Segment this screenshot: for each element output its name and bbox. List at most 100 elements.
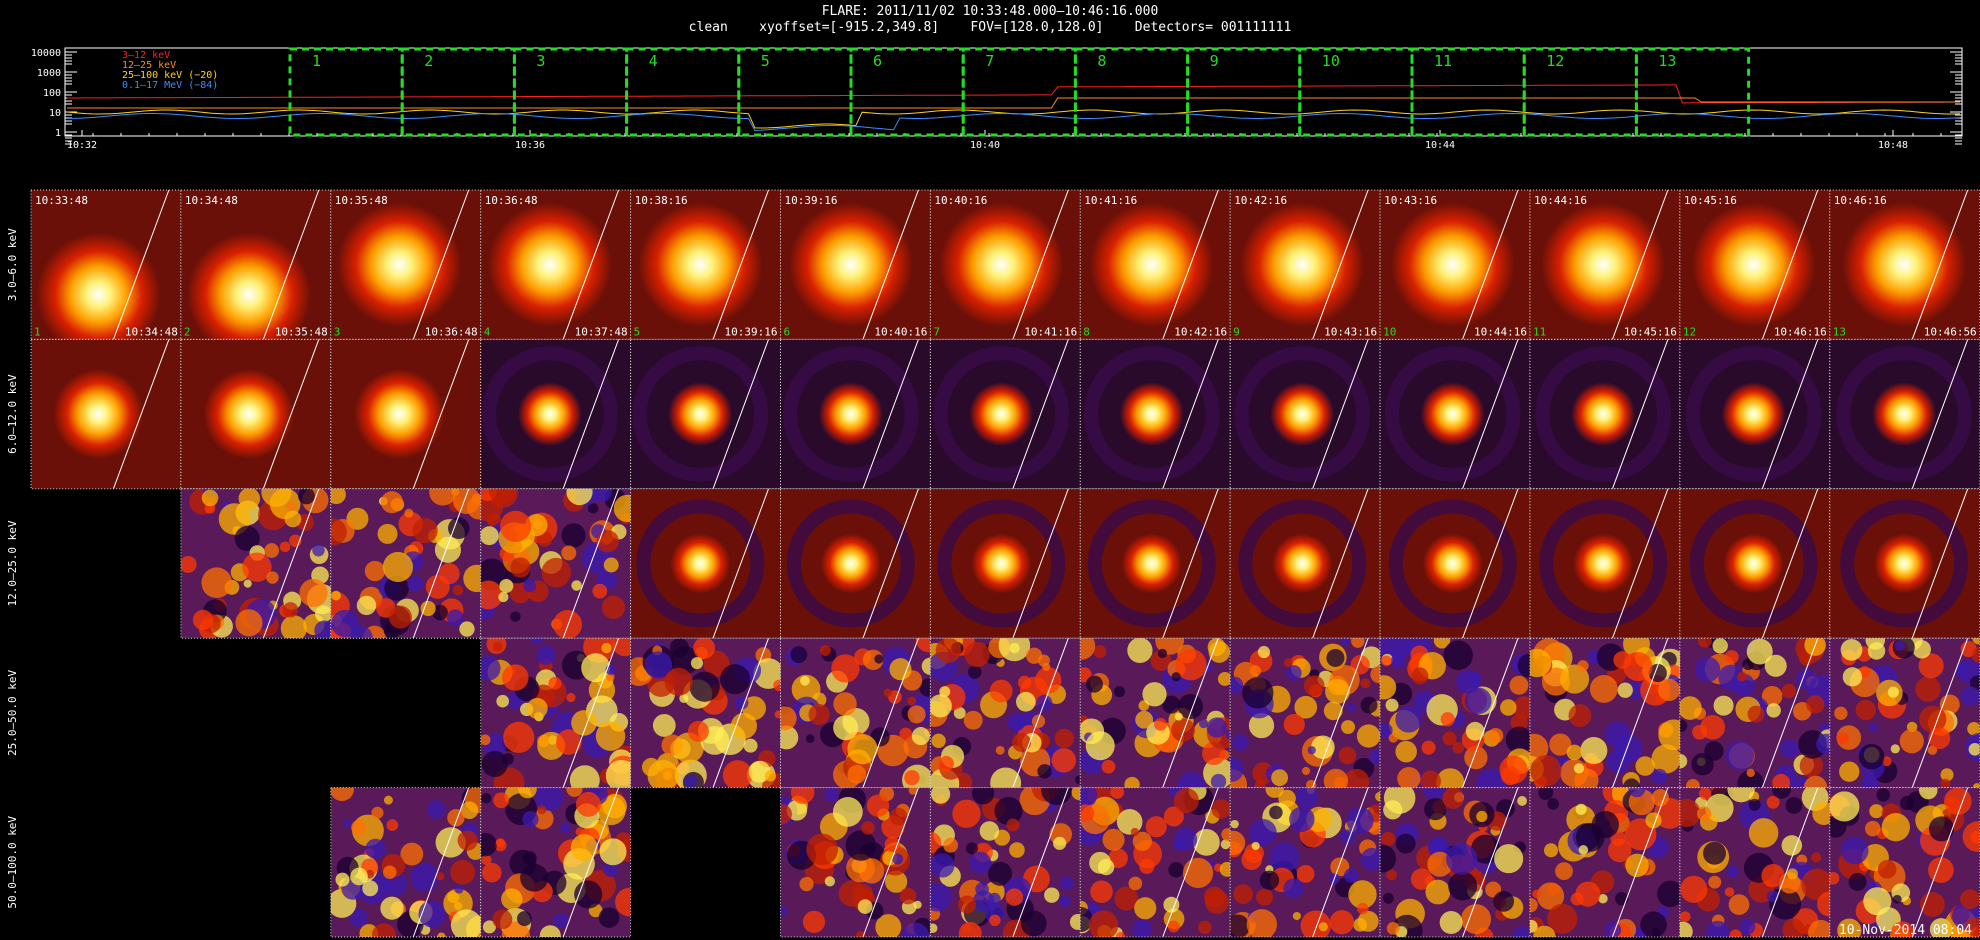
noise-blob xyxy=(330,488,346,505)
image-panel xyxy=(1679,787,1831,938)
noise-blob xyxy=(1142,682,1167,707)
image-panel xyxy=(929,637,1081,789)
noise-blob xyxy=(930,694,952,718)
noise-blob xyxy=(412,518,438,544)
noise-blob xyxy=(1837,918,1862,937)
source-emission xyxy=(1541,202,1666,327)
solar-limb-line xyxy=(712,190,769,340)
noise-blob xyxy=(343,819,352,828)
panel-content xyxy=(180,488,331,639)
noise-blob xyxy=(968,851,992,875)
noise-blob xyxy=(1114,886,1139,911)
noise-blob xyxy=(450,909,481,937)
panel-content xyxy=(630,638,781,788)
panel-index: 12 xyxy=(1683,325,1696,338)
noise-blob xyxy=(1162,695,1181,714)
noise-blob xyxy=(1940,778,1951,788)
noise-blob xyxy=(1390,653,1407,669)
interval-label: 6 xyxy=(873,52,882,70)
image-panel: 10:46:16 10:46:56 13 xyxy=(1829,189,1980,340)
panel-content xyxy=(1080,638,1231,788)
noise-blob xyxy=(1635,756,1655,776)
solar-limb-line xyxy=(862,339,919,489)
noise-blob xyxy=(1210,773,1227,788)
panel-index: 6 xyxy=(784,325,791,338)
noise-blob xyxy=(596,530,619,553)
solar-limb-line xyxy=(1462,190,1519,340)
panel-end-time: 10:41:16 xyxy=(1024,325,1077,338)
noise-blob xyxy=(452,584,464,596)
noise-blob xyxy=(1461,904,1492,935)
noise-blob xyxy=(556,729,582,755)
noise-blob xyxy=(1912,640,1931,659)
solar-limb-line xyxy=(1911,638,1969,788)
noise-blob xyxy=(1368,749,1381,765)
noise-blob xyxy=(938,755,954,772)
noise-blob xyxy=(1436,768,1465,788)
noise-blob xyxy=(548,676,562,690)
noise-blob xyxy=(1177,771,1206,788)
noise-blob xyxy=(1817,891,1830,917)
noise-blob xyxy=(930,831,942,854)
noise-blob xyxy=(1351,638,1365,648)
noise-blob xyxy=(990,767,1022,788)
interval-box xyxy=(1073,47,1190,137)
interval-label: 7 xyxy=(985,52,994,70)
noise-blob xyxy=(1691,753,1714,776)
panel-start-time: 10:39:16 xyxy=(785,194,838,207)
noise-blob xyxy=(481,854,492,866)
noise-blob xyxy=(383,795,393,805)
noise-blob xyxy=(1395,833,1416,854)
noise-blob xyxy=(1395,706,1422,733)
noise-blob xyxy=(1248,712,1275,739)
source-emission xyxy=(1422,533,1483,594)
noise-blob xyxy=(1265,787,1284,798)
noise-blob xyxy=(1422,787,1446,801)
legend-entry: 12–25 keV xyxy=(122,60,176,71)
noise-blob xyxy=(1385,698,1399,712)
noise-blob xyxy=(1425,879,1451,905)
noise-blob xyxy=(921,657,931,675)
solar-limb-line xyxy=(1312,488,1369,639)
image-panel xyxy=(480,637,632,789)
noise-blob xyxy=(495,838,505,848)
noise-blob xyxy=(1080,638,1096,660)
noise-blob xyxy=(1420,770,1442,788)
noise-blob xyxy=(1811,852,1822,863)
image-panel xyxy=(1079,787,1231,938)
noise-blob xyxy=(1679,696,1702,720)
source-emission xyxy=(820,533,881,594)
noise-blob xyxy=(743,738,758,753)
source-emission xyxy=(971,533,1032,594)
interval-label: 4 xyxy=(649,52,658,70)
noise-blob xyxy=(599,838,627,866)
noise-blob xyxy=(1307,746,1316,755)
panel-index: 13 xyxy=(1833,325,1846,338)
noise-blob xyxy=(404,508,414,518)
panel-content xyxy=(1679,488,1830,639)
noise-blob xyxy=(847,765,867,784)
noise-blob xyxy=(1301,766,1311,776)
noise-blob xyxy=(832,796,863,827)
noise-blob xyxy=(1134,897,1157,920)
source-emission xyxy=(668,382,733,447)
noise-blob xyxy=(1054,728,1074,749)
noise-blob xyxy=(780,906,788,916)
noise-blob xyxy=(1005,888,1024,906)
image-panel xyxy=(330,488,482,639)
noise-blob xyxy=(377,523,398,544)
noise-blob xyxy=(365,838,386,859)
noise-blob xyxy=(1698,787,1712,800)
noise-blob xyxy=(774,710,781,719)
noise-blob xyxy=(1493,890,1515,912)
noise-blob xyxy=(1325,678,1350,704)
noise-blob xyxy=(968,665,982,679)
source-emission xyxy=(818,382,883,447)
noise-blob xyxy=(1208,641,1230,663)
interval-box xyxy=(400,47,516,137)
panel-end-time: 10:39:16 xyxy=(725,325,778,338)
noise-blob xyxy=(1834,706,1848,721)
solar-limb-line xyxy=(1162,787,1219,937)
solar-limb-line xyxy=(412,339,470,489)
image-panel xyxy=(780,637,931,789)
